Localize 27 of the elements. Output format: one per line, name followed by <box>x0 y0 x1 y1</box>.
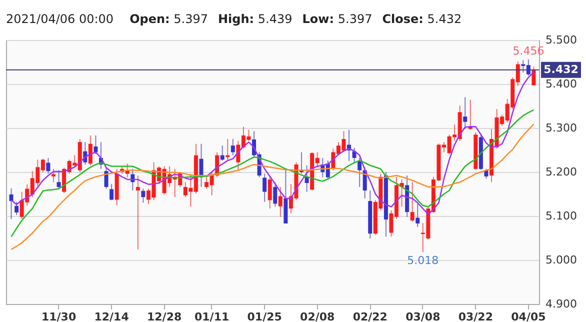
x-tick-label: 04/05 <box>511 310 546 322</box>
y-tick-label: 5.200 <box>546 166 577 178</box>
chart-title: 2021/04/06 00:00 <box>6 12 114 26</box>
x-tick-label: 02/08 <box>300 310 335 322</box>
text: Close: 5.432 <box>382 12 462 26</box>
x-tick-label: 12/14 <box>94 310 130 322</box>
x-tick-label: 01/25 <box>247 310 282 322</box>
ref-line-label: 5.432 <box>544 62 578 76</box>
y-tick-label: 5.500 <box>546 34 577 46</box>
x-tick-label: 11/30 <box>41 310 76 322</box>
text: High: 5.439 <box>218 12 292 26</box>
x-tick-label: 03/08 <box>406 310 440 322</box>
annotation: 5.018 <box>407 254 439 268</box>
y-tick-label: 5.000 <box>546 254 577 266</box>
y-tick-label: 5.400 <box>546 78 577 90</box>
y-tick-label: 5.300 <box>546 122 577 134</box>
x-tick-label: 02/22 <box>352 310 388 322</box>
line-series <box>10 123 534 250</box>
annotation: 5.456 <box>512 44 544 58</box>
y-tick-label: 5.100 <box>546 210 577 222</box>
text: Low: 5.397 <box>302 12 372 26</box>
text: Open: 5.397 <box>130 12 208 26</box>
x-tick-label: 01/11 <box>194 310 230 322</box>
line-series <box>10 109 534 238</box>
x-tick-label: 03/22 <box>458 310 493 322</box>
y-tick-label: 4.900 <box>546 298 577 310</box>
x-tick-label: 12/28 <box>146 310 182 322</box>
